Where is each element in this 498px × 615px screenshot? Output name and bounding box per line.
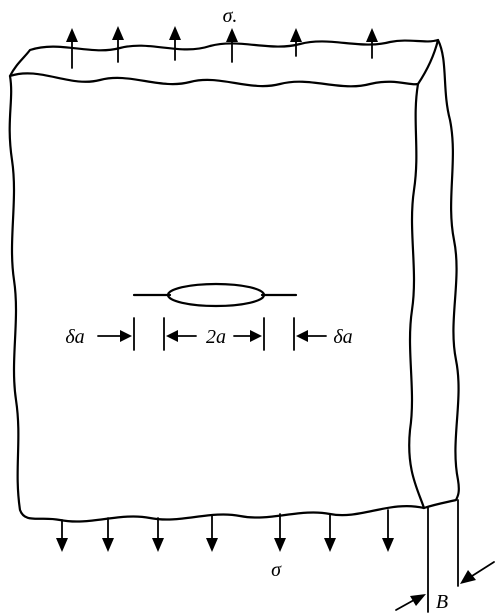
crack-increment-label-left: δa: [65, 326, 84, 348]
plate-top-face: [8, 38, 440, 86]
bottom-arrow: [274, 513, 286, 552]
thickness-label: B: [436, 591, 448, 613]
top-stress-arrows: [66, 26, 378, 69]
top-arrow: [112, 26, 124, 63]
crack-dimensions: [97, 317, 327, 351]
thickness-arrowhead-lower: [410, 594, 426, 606]
crack-increment-label-right: δa: [333, 326, 352, 348]
bottom-arrow: [324, 513, 336, 552]
bottom-arrow: [206, 515, 218, 552]
stress-label-top: σ.: [223, 5, 238, 27]
bottom-arrow: [56, 519, 68, 552]
two-a-left-arrowhead: [166, 330, 178, 342]
top-arrow: [169, 26, 181, 61]
top-arrow: [290, 28, 302, 57]
plate-front-face: [8, 72, 426, 523]
thickness-dimension: [395, 499, 495, 613]
thickness-arrowhead-upper: [460, 570, 476, 584]
thickness-arrow-lower: [395, 599, 415, 611]
bottom-arrow: [102, 517, 114, 552]
thickness-arrow-upper: [471, 561, 495, 577]
delta-a-left-arrowhead: [120, 330, 132, 342]
delta-a-right-arrowhead: [296, 330, 308, 342]
top-arrow: [66, 28, 78, 69]
two-a-right-arrowhead: [250, 330, 262, 342]
stress-label-bottom: σ: [271, 559, 282, 581]
plate-side-face: [422, 38, 460, 510]
bottom-arrow: [152, 517, 164, 552]
crack-length-label: 2a: [206, 326, 226, 348]
crack-ellipse: [166, 282, 266, 308]
bottom-arrow: [382, 509, 394, 552]
bottom-stress-arrows: [56, 509, 394, 552]
top-arrow: [226, 28, 238, 63]
crack: [132, 282, 298, 308]
top-arrow: [366, 28, 378, 59]
